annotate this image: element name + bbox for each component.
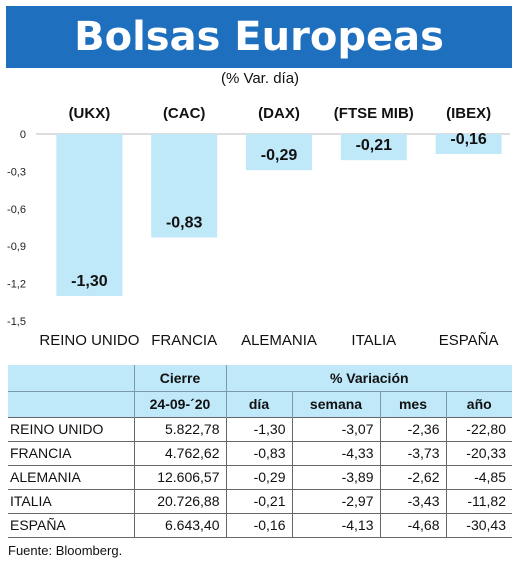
cell-mes: -4,68	[380, 513, 447, 538]
header-variacion: % Variación	[226, 365, 512, 392]
y-tick-label: 0	[20, 129, 26, 141]
cell-ano: -4,85	[446, 465, 512, 490]
index-label: (DAX)	[258, 105, 300, 122]
index-label: (UKX)	[69, 105, 111, 122]
cell-country: ESPAÑA	[8, 513, 135, 538]
cell-cierre: 20.726,88	[134, 489, 227, 514]
cell-ano: -11,82	[446, 489, 512, 514]
data-label: -0,29	[261, 147, 298, 164]
cell-country: ITALIA	[8, 489, 135, 514]
source-note: Fuente: Bloomberg.	[8, 543, 123, 558]
cell-semana: -3,89	[292, 465, 381, 490]
cell-ano: -22,80	[446, 416, 512, 442]
index-label: (IBEX)	[446, 105, 491, 122]
header-corner-sub	[8, 391, 135, 417]
x-tick-label: REINO UNIDO	[39, 332, 139, 349]
chart-title: Bolsas Europeas	[74, 14, 444, 60]
cell-semana: -3,07	[292, 416, 381, 442]
y-tick-label: -0,6	[7, 204, 26, 216]
table-row: REINO UNIDO 5.822,78 -1,30 -3,07 -2,36 -…	[8, 416, 512, 442]
bar	[151, 134, 218, 238]
y-tick-label: -1,5	[7, 316, 26, 328]
x-tick-label: FRANCIA	[151, 332, 217, 349]
cell-mes: -3,73	[380, 441, 447, 466]
x-tick-label: ALEMANIA	[241, 332, 317, 349]
cell-country: FRANCIA	[8, 441, 135, 466]
index-label: (CAC)	[163, 105, 206, 122]
bar	[435, 134, 502, 154]
table-row: FRANCIA 4.762,62 -0,83 -4,33 -3,73 -20,3…	[8, 441, 512, 466]
chart-subtitle: (% Var. día)	[220, 70, 300, 87]
cell-country: REINO UNIDO	[8, 416, 135, 442]
header-ano: año	[446, 391, 512, 417]
header-cierre: Cierre	[134, 365, 227, 392]
cell-mes: -3,43	[380, 489, 447, 514]
header-corner	[8, 365, 135, 392]
x-tick-label: ESPAÑA	[439, 332, 499, 349]
table-row: ITALIA 20.726,88 -0,21 -2,97 -3,43 -11,8…	[8, 489, 512, 514]
cell-ano: -30,43	[446, 513, 512, 538]
cell-cierre: 6.643,40	[134, 513, 227, 538]
cell-dia: -1,30	[226, 416, 293, 442]
cell-dia: -0,29	[226, 465, 293, 490]
cell-semana: -2,97	[292, 489, 381, 514]
x-tick-label: ITALIA	[351, 332, 396, 349]
cell-dia: -0,21	[226, 489, 293, 514]
cell-cierre: 4.762,62	[134, 441, 227, 466]
header-mes: mes	[380, 391, 447, 417]
cell-cierre: 5.822,78	[134, 416, 227, 442]
y-tick-label: -0,9	[7, 241, 26, 253]
cell-ano: -20,33	[446, 441, 512, 466]
bar-chart: 0 -0,3 -0,6 -0,9 -1,2 -1,5 -1,30 (UKX) REINO UNI…	[7, 105, 510, 349]
cell-cierre: 12.606,57	[134, 465, 227, 490]
table-row: ESPAÑA 6.643,40 -0,16 -4,13 -4,68 -30,43	[8, 513, 512, 538]
index-label: (FTSE MIB)	[334, 105, 414, 122]
y-tick-label: -1,2	[7, 279, 26, 291]
table-row: ALEMANIA 12.606,57 -0,29 -3,89 -2,62 -4,…	[8, 465, 512, 490]
y-tick-label: -0,3	[7, 166, 26, 178]
cell-semana: -4,13	[292, 513, 381, 538]
data-label: -0,21	[356, 137, 393, 154]
data-label: -0,16	[450, 131, 487, 148]
bar	[340, 134, 407, 161]
bar	[246, 134, 312, 171]
cell-dia: -0,16	[226, 513, 293, 538]
header-dia: día	[226, 391, 293, 417]
cell-mes: -2,36	[380, 416, 447, 442]
bar	[56, 134, 123, 297]
title-banner: Bolsas Europeas	[6, 6, 512, 68]
cell-dia: -0,83	[226, 441, 293, 466]
header-fecha: 24-09-´20	[134, 391, 227, 417]
data-label: -1,30	[71, 273, 108, 290]
quotes-table: Cierre % Variación 24-09-´20 día semana …	[8, 365, 512, 538]
header-semana: semana	[292, 391, 381, 417]
data-label: -0,83	[166, 214, 203, 231]
cell-semana: -4,33	[292, 441, 381, 466]
cell-country: ALEMANIA	[8, 465, 135, 490]
cell-mes: -2,62	[380, 465, 447, 490]
